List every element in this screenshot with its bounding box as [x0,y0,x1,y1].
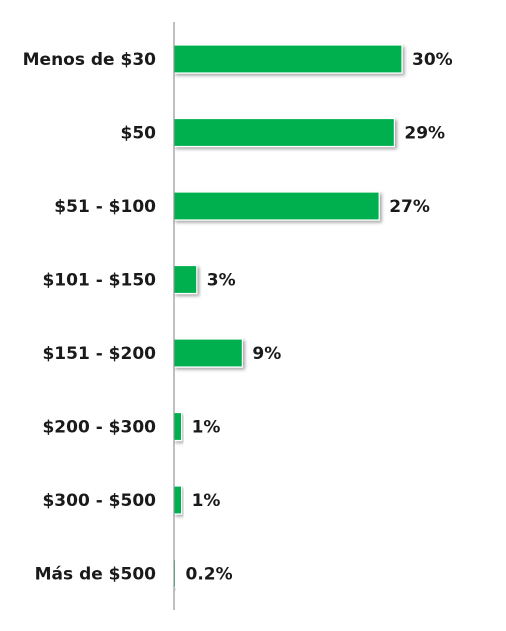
bar-0 [173,44,403,74]
value-label-6: 1% [192,491,221,511]
value-label-3: 3% [207,271,236,291]
bar-5 [173,411,183,442]
category-label-4: $151 - $200 [42,344,156,364]
value-label-7: 0.2% [186,565,233,585]
category-label-0: Menos de $30 [23,50,157,70]
labels-group: Menos de $30 30% $50 29% $51 - $100 27% $101 -… [23,50,453,585]
value-label-0: 30% [412,50,453,70]
bar-2 [173,191,380,221]
category-label-3: $101 - $150 [42,271,156,291]
bar-6 [173,485,183,515]
value-label-5: 1% [192,418,221,438]
bars-group [173,44,403,589]
category-label-5: $200 - $300 [42,418,156,438]
category-label-6: $300 - $500 [42,491,156,511]
category-label-2: $51 - $100 [54,197,156,217]
value-label-1: 29% [404,124,445,144]
value-label-4: 9% [252,344,281,364]
bar-3 [173,264,198,295]
bar-1 [173,117,395,148]
category-label-1: $50 [121,124,157,144]
bar-4 [173,338,244,368]
category-label-7: Más de $500 [35,565,157,585]
value-label-2: 27% [389,197,430,217]
